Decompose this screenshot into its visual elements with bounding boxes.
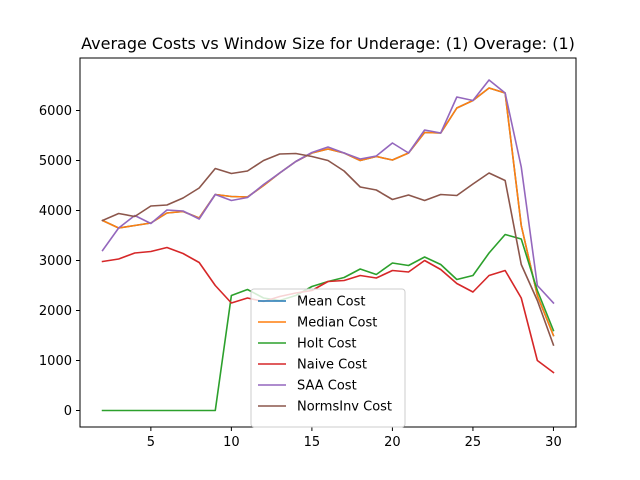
y-tick-label: 4000 [39,204,72,219]
legend-label-mean-cost: Mean Cost [297,295,365,310]
x-tick-label: 5 [147,435,155,450]
x-tick-label: 15 [304,435,321,450]
series-line-saa-cost [101,79,555,305]
series-line-naive-cost [101,246,555,374]
y-tick-label: 0 [64,404,72,419]
y-tick-label: 5000 [39,154,72,169]
legend-label-saa-cost: SAA Cost [297,379,357,394]
chart-title: Average Costs vs Window Size for Underag… [81,34,575,53]
legend-label-median-cost: Median Cost [297,316,377,331]
x-tick-label: 30 [545,435,562,450]
legend-box [250,288,406,428]
y-tick-label: 2000 [39,304,72,319]
y-tick-label: 6000 [39,104,72,119]
legend: Mean Cost Median Cost Holt Cost Naive Cost S… [250,288,406,428]
legend-label-holt-cost: Holt Cost [297,337,356,352]
y-tick-label: 3000 [39,254,72,269]
legend-label-naive-cost: Naive Cost [297,358,367,373]
x-tick-label: 10 [223,435,240,450]
x-axis: 5 10 15 20 25 30 [147,427,562,450]
legend-label-normsinv-cost: NormsInv Cost [297,400,392,415]
series-line-normsinv-cost [101,152,555,347]
y-tick-label: 1000 [39,354,72,369]
x-tick-label: 20 [384,435,401,450]
y-axis: 0 1000 2000 3000 4000 5000 6000 [39,104,80,419]
x-tick-label: 25 [465,435,482,450]
series-line-median-cost [101,87,555,337]
series-lines [101,79,555,412]
